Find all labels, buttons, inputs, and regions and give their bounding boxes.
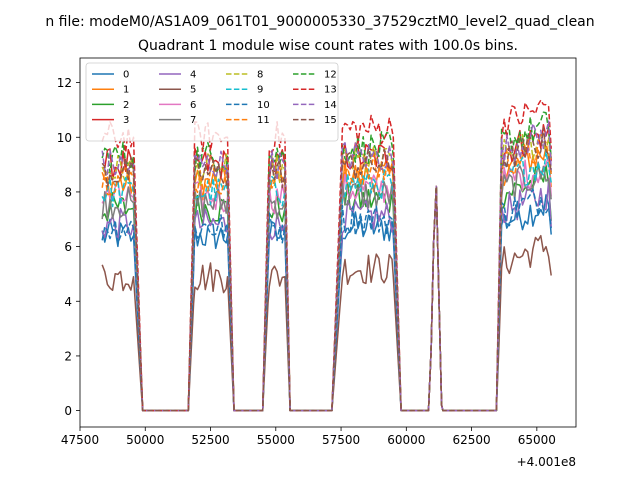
legend-label-0: 0 [123, 70, 129, 81]
y-tick-label: 6 [64, 240, 72, 254]
legend-label-4: 4 [190, 70, 196, 81]
y-tick-label: 10 [57, 131, 72, 145]
legend-label-5: 5 [190, 85, 196, 96]
legend-label-10: 10 [257, 100, 270, 111]
figure-suptitle: n file: modeM0/AS1A09_061T01_9000005330_… [45, 14, 594, 30]
y-tick-label: 2 [64, 349, 72, 363]
x-tick-label: 55000 [257, 433, 295, 447]
x-tick-label: 50000 [126, 433, 164, 447]
x-tick-label: 62500 [452, 433, 490, 447]
x-tick-label: 47500 [61, 433, 99, 447]
legend-label-6: 6 [190, 100, 196, 111]
legend-label-9: 9 [257, 85, 263, 96]
legend-label-1: 1 [123, 85, 129, 96]
chart-title: Quadrant 1 module wise count rates with … [138, 38, 518, 54]
legend-label-12: 12 [324, 70, 337, 81]
legend-label-11: 11 [257, 115, 270, 126]
legend-label-7: 7 [190, 115, 196, 126]
x-tick-label: 57500 [322, 433, 360, 447]
y-tick-label: 0 [64, 404, 72, 418]
axes-frame [79, 57, 577, 428]
legend-label-3: 3 [123, 115, 129, 126]
y-tick-label: 4 [64, 295, 72, 309]
legend-label-2: 2 [123, 100, 129, 111]
x-axis-offset-text: +4.001e8 [517, 455, 576, 469]
y-tick-label: 8 [64, 185, 72, 199]
series-line-15 [101, 127, 552, 412]
x-tick-label: 60000 [387, 433, 425, 447]
legend-box [85, 62, 339, 142]
axes: 47500 50000 52500 55000 57500 60000 62500 65000… [57, 57, 577, 447]
y-tick-label: 12 [57, 76, 72, 90]
legend-label-15: 15 [324, 115, 337, 126]
legend-label-13: 13 [324, 85, 337, 96]
x-tick-label: 52500 [191, 433, 229, 447]
plot-area [101, 99, 552, 412]
legend-label-8: 8 [257, 70, 263, 81]
legend-label-14: 14 [324, 100, 337, 111]
series-line-14 [101, 120, 552, 412]
x-tick-label: 65000 [518, 433, 556, 447]
